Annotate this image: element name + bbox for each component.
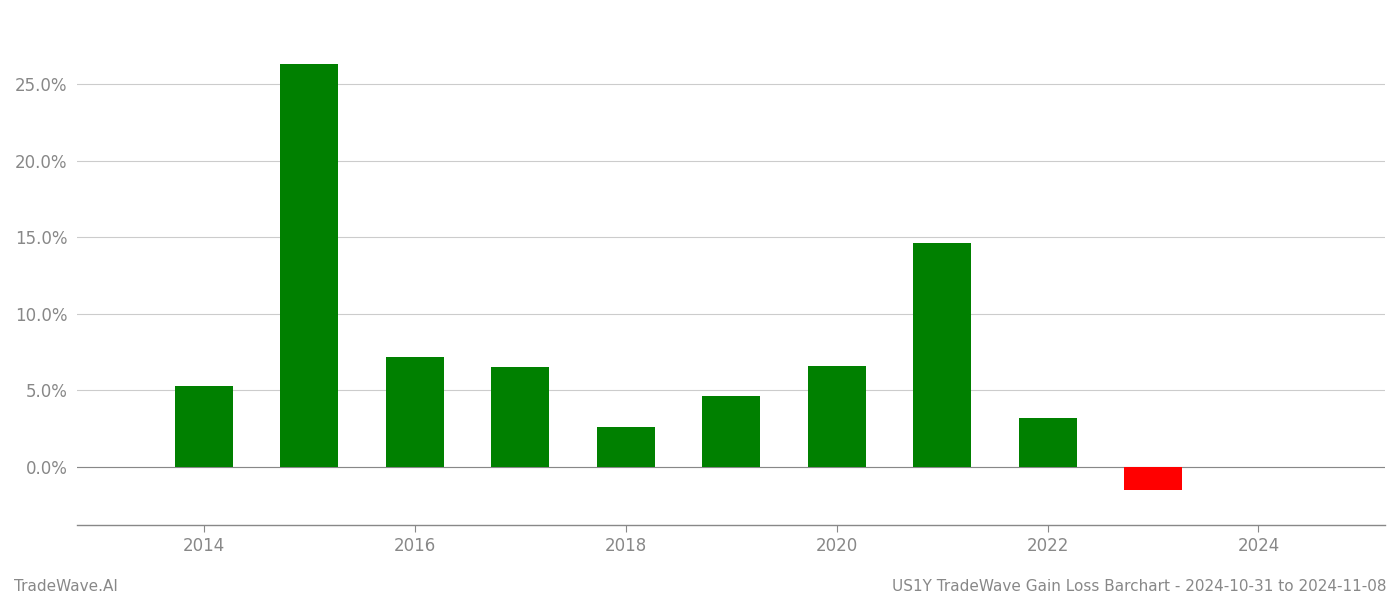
Text: US1Y TradeWave Gain Loss Barchart - 2024-10-31 to 2024-11-08: US1Y TradeWave Gain Loss Barchart - 2024… bbox=[892, 579, 1386, 594]
Bar bbox=[1019, 418, 1077, 467]
Bar bbox=[175, 386, 232, 467]
Bar bbox=[280, 64, 339, 467]
Bar bbox=[913, 243, 972, 467]
Bar bbox=[491, 367, 549, 467]
Bar bbox=[808, 366, 865, 467]
Bar bbox=[386, 356, 444, 467]
Bar bbox=[1124, 467, 1182, 490]
Bar bbox=[703, 397, 760, 467]
Text: TradeWave.AI: TradeWave.AI bbox=[14, 579, 118, 594]
Bar bbox=[596, 427, 655, 467]
